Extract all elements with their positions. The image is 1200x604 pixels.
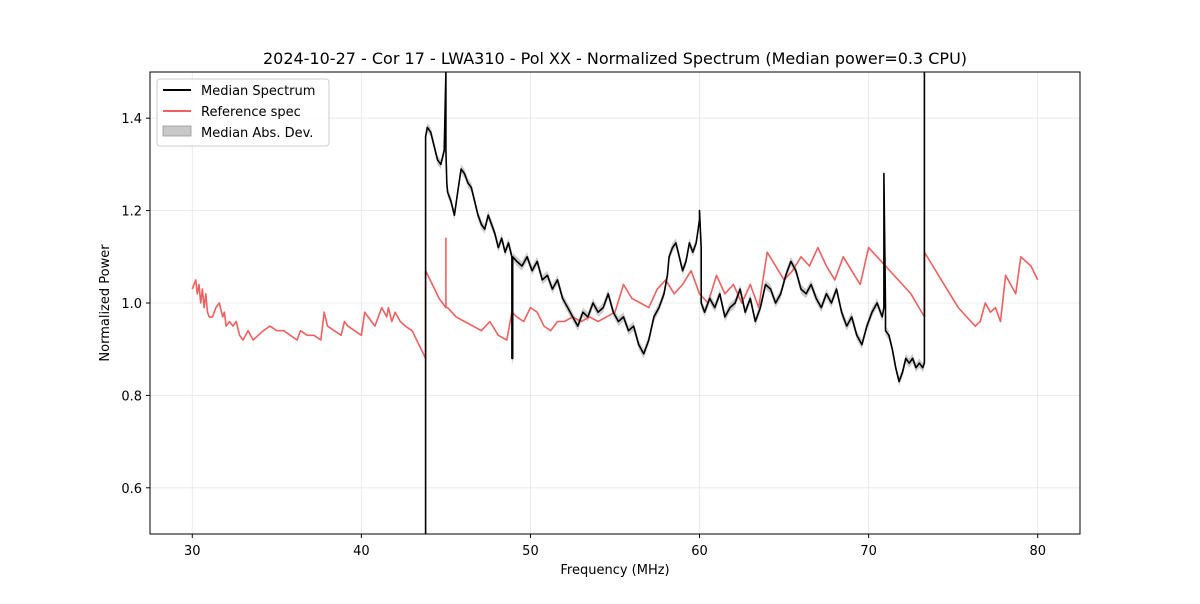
legend-label-median-abs-dev: Median Abs. Dev.: [201, 126, 313, 141]
y-tick-label: 1.2: [121, 205, 142, 220]
y-tick-label: 1.4: [121, 112, 142, 127]
y-tick-label: 1.0: [121, 297, 142, 312]
legend-box: [156, 78, 330, 147]
legend-label-reference-spec: Reference spec: [201, 105, 301, 120]
y-axis-label: Normalized Power: [98, 244, 113, 362]
median-abs-dev-band: [425, 72, 925, 534]
x-tick-label: 80: [1029, 544, 1046, 559]
median-spectrum-line: [424, 72, 926, 534]
x-axis-label: Frequency (MHz): [560, 563, 669, 578]
chart-title: 2024-10-27 - Cor 17 - LWA310 - Pol XX - …: [263, 49, 967, 68]
reference-spec-line: [191, 237, 1039, 360]
x-tick-label: 50: [522, 544, 539, 559]
x-tick-label: 60: [691, 544, 708, 559]
legend-swatch-median-abs-dev: [162, 125, 192, 137]
y-tick-label: 0.8: [121, 389, 142, 404]
y-tick-label: 0.6: [121, 482, 142, 497]
tick-layer: 30 40 50 60 70 80 0.6 0.8 1.0 1.2 1.4: [121, 112, 1046, 559]
legend: Median Spectrum Reference spec Median Ab…: [156, 78, 330, 147]
legend-label-median-spectrum: Median Spectrum: [201, 84, 315, 99]
x-tick-label: 70: [860, 544, 877, 559]
x-tick-label: 30: [184, 544, 201, 559]
x-tick-label: 40: [353, 544, 370, 559]
plot-layer: [191, 72, 1039, 534]
